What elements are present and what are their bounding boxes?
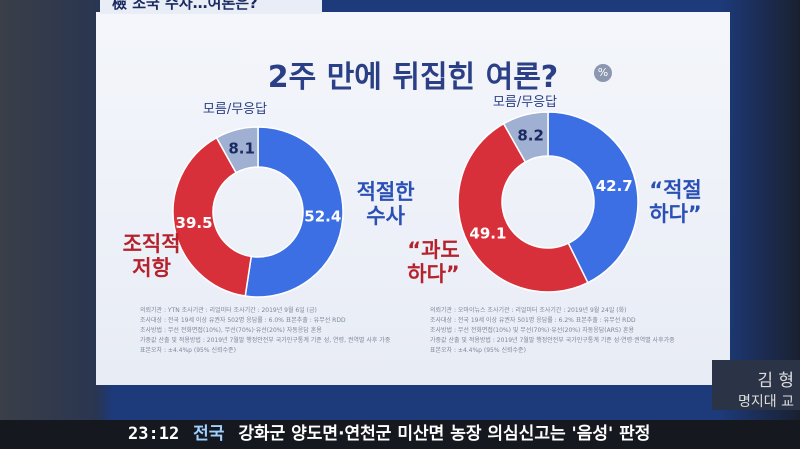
category-label: 모름/무응답 xyxy=(202,102,268,117)
top-caption: 檢 조국 수사…여론은? xyxy=(100,0,322,14)
footnote: 조사방법 : 무선 전화면접(10%) 및 무선(70%)·유선(20%) 자동… xyxy=(430,327,635,334)
value-label: 49.1 xyxy=(469,224,506,242)
category-label: “과도하다” xyxy=(407,238,460,287)
ticker-time: 23:12 xyxy=(128,424,180,444)
news-ticker: 23:12 전국 강화군 양도면·연천군 미산면 농장 의심신고는 '음성' 판… xyxy=(0,420,800,449)
guest-name: 김 형 xyxy=(757,371,794,391)
category-label: 모름/무응답 xyxy=(492,95,558,110)
value-label: 8.1 xyxy=(228,140,255,158)
guest-caption: 김 형 명지대 교 xyxy=(712,360,800,410)
footnote: 조사대상 : 전국 19세 이상 유권자 502명 응답률 : 6.0% 표본추… xyxy=(140,317,346,324)
donut-segment xyxy=(215,126,259,174)
title: 2주 만에 뒤집힌 여론? xyxy=(267,60,559,95)
value-label: 42.7 xyxy=(596,177,633,195)
donut-segment xyxy=(172,136,253,297)
footnote: 조사대상 : 전국 19세 이상 유권자 501명 응답률 : 6.2% 표본추… xyxy=(430,317,636,324)
donut-segment xyxy=(457,122,589,293)
footnote: 의뢰기관 : 오마이뉴스 조사기관 : 리얼미터 조사기간 : 2019년 9월… xyxy=(430,307,627,314)
value-label: 52.4 xyxy=(304,207,341,225)
value-label: 39.5 xyxy=(176,214,213,232)
footnote: 가중값 산출 및 적용방법 : 2019년 7월말 행정안전부 국가인구통계 기… xyxy=(140,337,391,344)
footnote: 의뢰기관 : YTN 조사기관 : 리얼미터 조사기간 : 2019년 9월 6… xyxy=(140,307,317,314)
footnote: 표본오차 : ±4.4%p (95% 신뢰수준) xyxy=(140,347,236,354)
footnote: 표본오차 : ±4.4%p (95% 신뢰수준) xyxy=(430,347,526,354)
value-label: 8.2 xyxy=(517,127,544,145)
guest-affiliation: 명지대 교 xyxy=(738,394,794,410)
ticker-text: 강화군 양도면·연천군 미산면 농장 의심신고는 '음성' 판정 xyxy=(238,424,651,444)
donut-segment xyxy=(244,126,344,298)
category-label: 적절한 수사 xyxy=(356,180,415,229)
ticker-region: 전국 xyxy=(193,424,225,444)
footnote: 조사방법 : 무선 전화면접(10%), 무선(70%)·유선(20%) 자동응… xyxy=(140,327,322,334)
unit: % xyxy=(594,64,612,82)
donut-segment xyxy=(502,111,549,163)
category-label: 조직적 저항 xyxy=(122,232,181,281)
donut-segment xyxy=(547,111,639,284)
category-label: “적절하다” xyxy=(649,178,702,227)
footnote: 가중값 산출 및 적용방법 : 2019년 7월말 행정안전부 국가인구통계 기… xyxy=(430,337,675,344)
